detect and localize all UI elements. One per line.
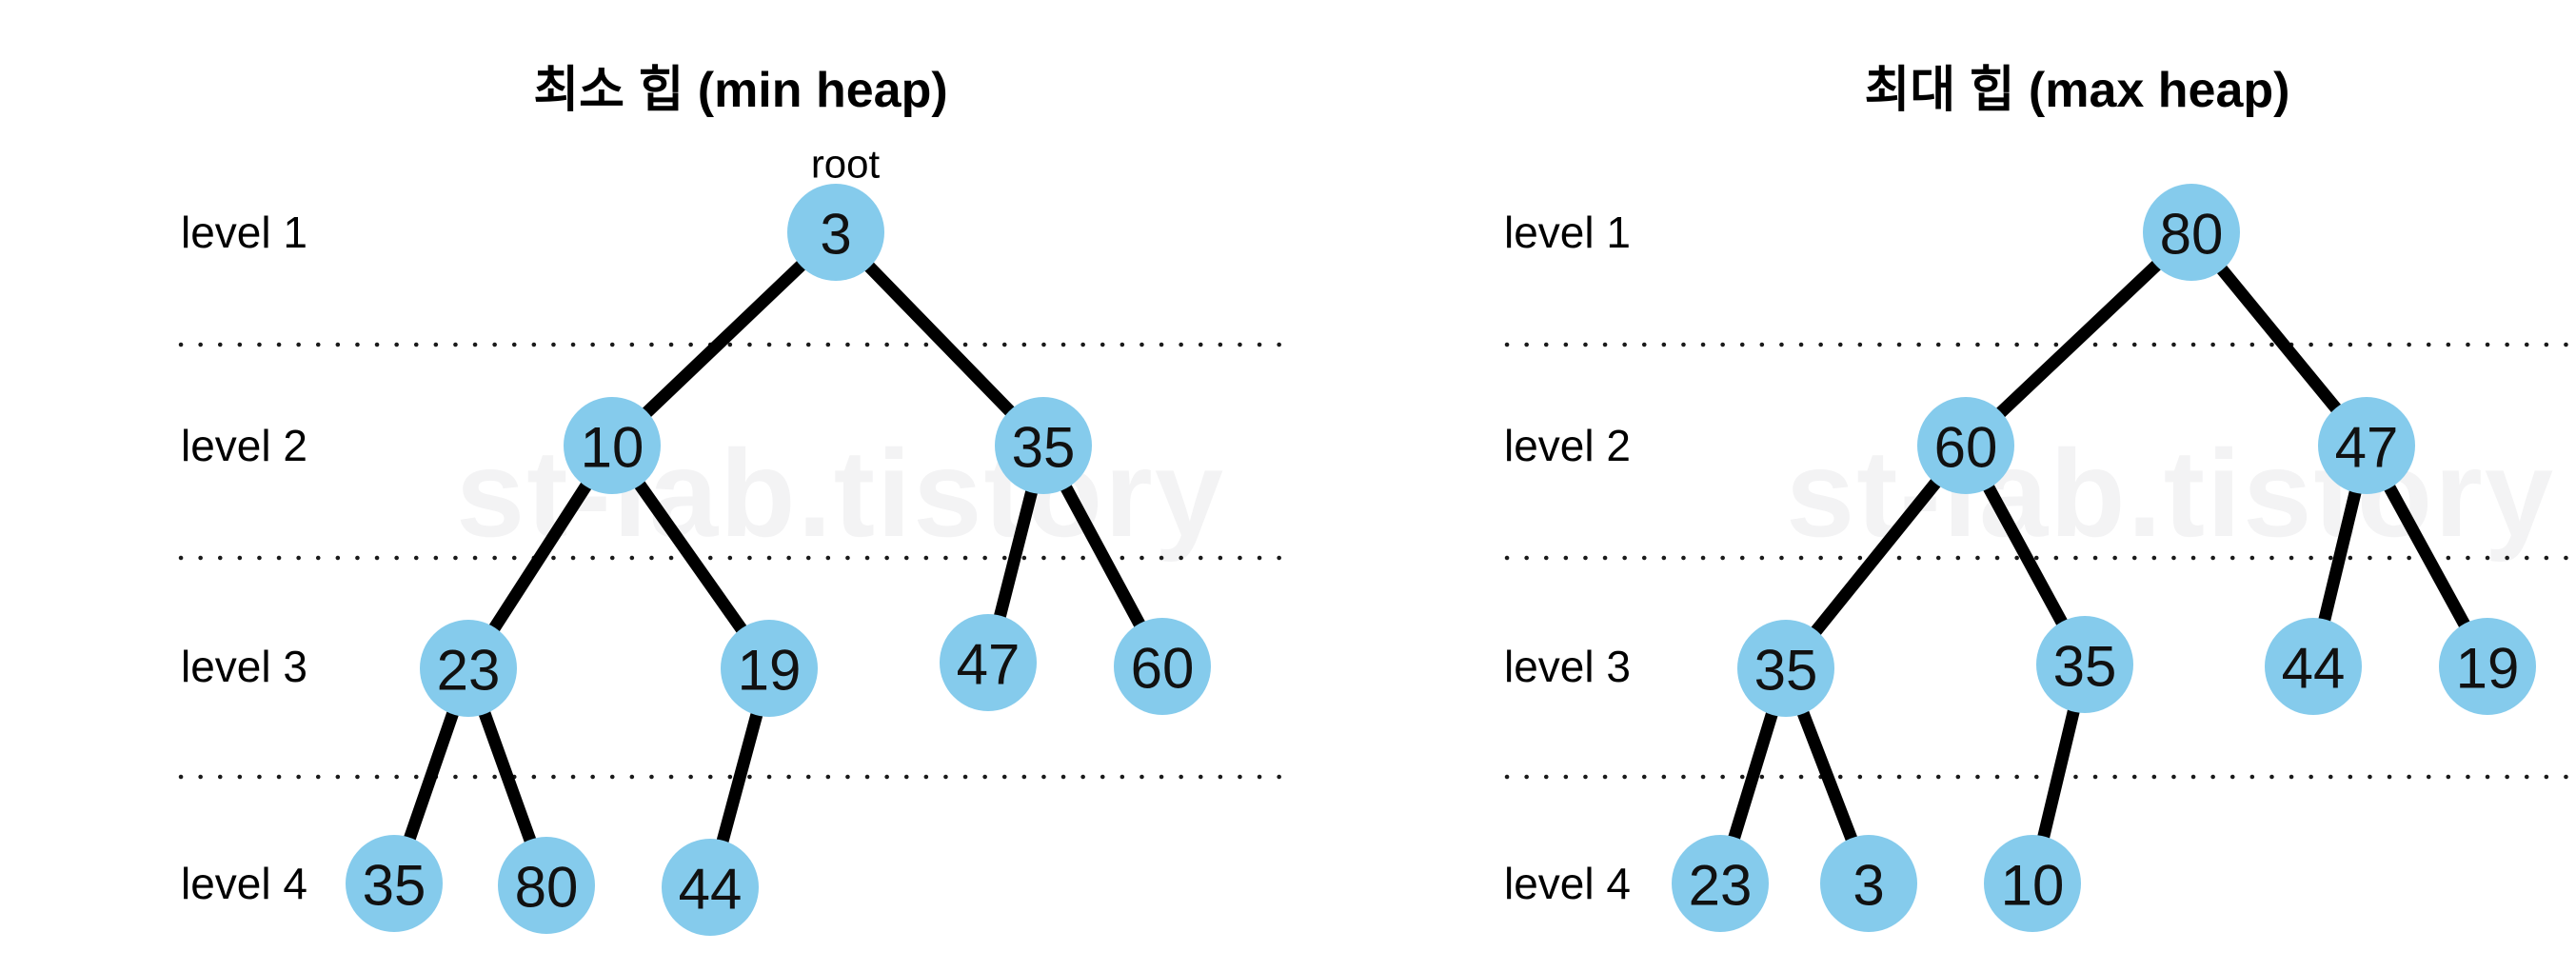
- tree-node-value: 60: [1934, 416, 1998, 480]
- tree-node-value: 3: [820, 203, 851, 267]
- tree-node: 19: [721, 620, 818, 717]
- tree-node-value: 10: [2001, 854, 2065, 918]
- tree-node-circle: [940, 614, 1037, 711]
- tree-node-circle: [1672, 835, 1769, 932]
- tree-node-circle: [1737, 620, 1834, 717]
- tree-node: 3: [1820, 835, 1917, 932]
- tree-node-value: 60: [1131, 637, 1195, 701]
- tree-node-circle: [995, 397, 1092, 494]
- level-label: level 1: [1504, 208, 1631, 257]
- tree-node-value: 19: [738, 639, 802, 703]
- tree-node-value: 23: [1689, 854, 1753, 918]
- tree-node-circle: [1114, 618, 1211, 715]
- tree-node-circle: [1820, 835, 1917, 932]
- tree-node-circle: [2439, 618, 2536, 715]
- tree-node-circle: [1984, 835, 2081, 932]
- level-label: level 3: [1504, 642, 1631, 691]
- tree-node: 35: [995, 397, 1092, 494]
- tree-node: 23: [1672, 835, 1769, 932]
- tree-node-value: 44: [2282, 637, 2346, 701]
- tree-node-value: 3: [1853, 854, 1884, 918]
- tree-node-circle: [564, 397, 661, 494]
- tree-edge: [1959, 226, 2198, 452]
- max-heap-diagram: st-lab.tistory 최대 힙 (max heap) level 1 leve…: [1504, 63, 2576, 932]
- tree-node-circle: [1917, 397, 2014, 494]
- level-label: level 2: [1504, 421, 1631, 470]
- watermark-text: st-lab.tistory: [1786, 424, 2555, 563]
- tree-node-value: 44: [679, 858, 743, 922]
- tree-edge: [829, 226, 1050, 452]
- tree-node: 3: [787, 184, 884, 281]
- tree-node-value: 80: [2160, 203, 2224, 267]
- tree-node: 44: [2265, 618, 2362, 715]
- level-label: level 3: [181, 642, 307, 691]
- tree-node: 10: [564, 397, 661, 494]
- level-label: level 4: [1504, 859, 1631, 908]
- min-heap-title: 최소 힙 (min heap): [533, 63, 947, 118]
- tree-node-value: 35: [1754, 639, 1818, 703]
- tree-node-value: 35: [363, 854, 426, 918]
- tree-node: 60: [1114, 618, 1211, 715]
- tree-node-circle: [2143, 184, 2240, 281]
- tree-node: 44: [662, 839, 759, 936]
- tree-node: 80: [2143, 184, 2240, 281]
- tree-node-circle: [2318, 397, 2415, 494]
- tree-node: 60: [1917, 397, 2014, 494]
- tree-node-value: 35: [2053, 635, 2117, 699]
- tree-node-circle: [721, 620, 818, 717]
- tree-node: 47: [940, 614, 1037, 711]
- tree-node: 35: [346, 835, 443, 932]
- level-label: level 2: [181, 421, 307, 470]
- level-label: level 1: [181, 208, 307, 257]
- tree-node-value: 19: [2456, 637, 2520, 701]
- tree-node: 35: [2036, 616, 2133, 713]
- root-label: root: [811, 142, 881, 187]
- tree-node: 19: [2439, 618, 2536, 715]
- tree-edge: [605, 226, 842, 452]
- tree-node: 35: [1737, 620, 1834, 717]
- tree-node: 80: [498, 837, 595, 934]
- tree-node: 47: [2318, 397, 2415, 494]
- tree-node-circle: [498, 837, 595, 934]
- tree-node: 10: [1984, 835, 2081, 932]
- tree-node-circle: [2036, 616, 2133, 713]
- tree-node-value: 10: [581, 416, 644, 480]
- tree-node-circle: [2265, 618, 2362, 715]
- tree-node-circle: [346, 835, 443, 932]
- tree-node-value: 80: [515, 856, 579, 920]
- max-heap-title: 최대 힙 (max heap): [1865, 63, 2290, 118]
- tree-node-value: 47: [2335, 416, 2399, 480]
- tree-node-circle: [787, 184, 884, 281]
- tree-node-value: 47: [957, 633, 1020, 697]
- tree-node: 23: [420, 620, 517, 717]
- tree-node-value: 35: [1012, 416, 1076, 480]
- tree-node-circle: [420, 620, 517, 717]
- tree-node-value: 23: [437, 639, 501, 703]
- level-label: level 4: [181, 859, 307, 908]
- tree-node-circle: [662, 839, 759, 936]
